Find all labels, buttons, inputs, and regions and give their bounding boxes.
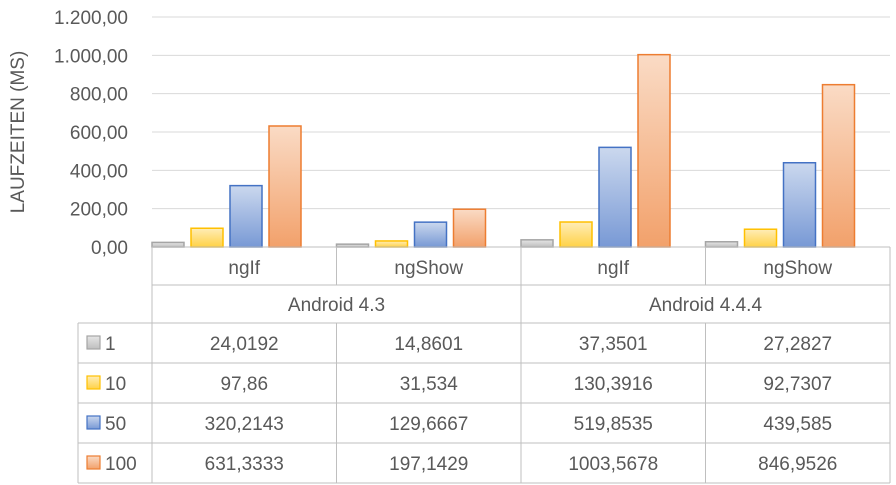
- bar-50-1: [413, 221, 448, 248]
- x-category-label: ngShow: [394, 258, 463, 279]
- bar-1-2: [520, 239, 554, 248]
- bar-100-2: [637, 53, 671, 248]
- table-cell-value: 24,0192: [210, 334, 279, 355]
- table-cell-value: 519,8535: [574, 414, 653, 435]
- table-cell-value: 846,9526: [758, 454, 837, 475]
- bar-10-3: [743, 228, 778, 248]
- table-cell-value: 92,7307: [763, 374, 832, 395]
- table-cell-value: 631,3333: [205, 454, 284, 475]
- legend-key-1: [86, 335, 101, 350]
- y-tick-label: 0,00: [91, 238, 128, 259]
- bars: [151, 53, 856, 248]
- bar-50-0: [229, 184, 263, 248]
- legend-label: 1: [105, 334, 116, 355]
- y-tick-label: 1.200,00: [54, 8, 128, 29]
- bar-10-1: [374, 240, 409, 248]
- x-category-label: ngShow: [763, 258, 832, 279]
- legend-label: 10: [105, 374, 126, 395]
- bar-10-2: [559, 221, 593, 248]
- bar-100-1: [452, 208, 487, 248]
- table-cell-value: 320,2143: [205, 414, 284, 435]
- table-cell-value: 37,3501: [579, 334, 648, 355]
- bar-10-0: [190, 227, 224, 248]
- y-axis-ticks: 0,00 200,00 400,00 600,00 800,00 1.000,00 1.20…: [54, 8, 128, 259]
- x-group-label: Android 4.4.4: [649, 295, 762, 316]
- legend-key-10: [86, 375, 101, 390]
- table-cell-value: 27,2827: [763, 334, 832, 355]
- x-category-label: ngIf: [597, 258, 629, 279]
- legend-label: 100: [105, 454, 137, 475]
- table-cell-value: 439,585: [763, 414, 832, 435]
- bar-50-3: [782, 161, 817, 248]
- y-tick-label: 600,00: [70, 123, 128, 144]
- table-cell-value: 1003,5678: [568, 454, 658, 475]
- y-axis-label: LAUFZEITEN (MS): [8, 51, 29, 214]
- data-table: ngIf ngShow ngIf ngShow Android 4.3 Android 4…: [77, 246, 891, 484]
- bar-100-3: [821, 83, 856, 248]
- table-cell-value: 97,86: [220, 374, 268, 395]
- table-cell-value: 31,534: [400, 374, 459, 395]
- y-tick-label: 800,00: [70, 85, 128, 106]
- table-cell-value: 14,8601: [394, 334, 463, 355]
- bar-100-0: [268, 125, 302, 248]
- bar-1-0: [151, 241, 185, 248]
- y-tick-label: 400,00: [70, 161, 128, 182]
- legend-key-50: [86, 415, 101, 430]
- legend-label: 50: [105, 414, 126, 435]
- legend-key-100: [86, 455, 101, 470]
- table-cell-value: 129,6667: [389, 414, 468, 435]
- table-cell-value: 130,3916: [574, 374, 653, 395]
- y-tick-label: 200,00: [70, 200, 128, 221]
- x-category-label: ngIf: [228, 258, 260, 279]
- table-cell-value: 197,1429: [389, 454, 468, 475]
- x-group-label: Android 4.3: [288, 295, 385, 316]
- bar-50-2: [598, 146, 632, 248]
- y-tick-label: 1.000,00: [54, 46, 128, 67]
- bar-1-3: [704, 241, 739, 248]
